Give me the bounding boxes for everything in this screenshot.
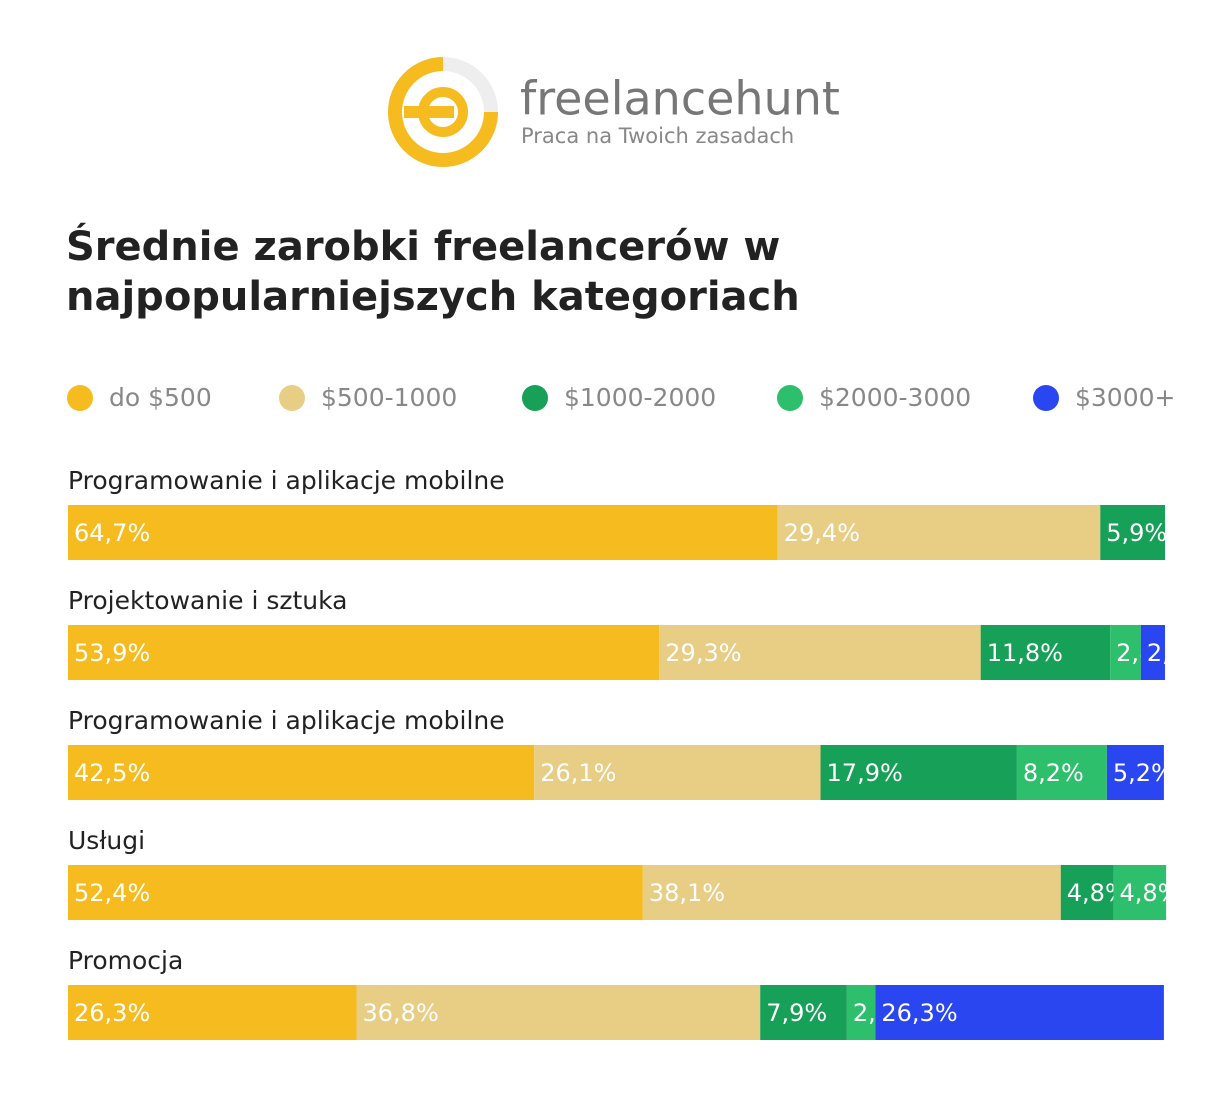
- legend-label: $3000+: [1075, 383, 1175, 412]
- bar-segment: [1113, 865, 1167, 920]
- value-label: 36,8%: [363, 999, 439, 1027]
- legend-label: $1000-2000: [564, 383, 716, 412]
- bar-segment: [1106, 745, 1164, 800]
- bar-segment: [875, 985, 1164, 1040]
- bar-segment: [68, 745, 535, 800]
- value-label: 8,2%: [1023, 759, 1084, 787]
- value-label: 26,3%: [881, 999, 957, 1027]
- bar-segment: [68, 865, 643, 920]
- legend-label: $500-1000: [321, 383, 457, 412]
- legend-label: $2000-3000: [819, 383, 971, 412]
- legend-swatch: [279, 385, 305, 411]
- legend-swatch: [777, 385, 803, 411]
- bar-segment: [1060, 865, 1114, 920]
- bar-segment: [68, 505, 778, 560]
- value-label: 64,7%: [74, 519, 150, 547]
- bar-segment: [777, 505, 1101, 560]
- logo-name: freelancehunt: [520, 72, 840, 126]
- bar-segment: [68, 985, 357, 1040]
- logo-tagline: Praca na Twoich zasadach: [521, 124, 794, 148]
- value-label: 2,2%: [1147, 639, 1208, 667]
- bar-segment: [642, 865, 1061, 920]
- bar-segment: [760, 985, 847, 1040]
- bar-segment: [846, 985, 876, 1040]
- legend-swatch: [1033, 385, 1059, 411]
- value-label: 5,2%: [1113, 759, 1174, 787]
- value-label: 42,5%: [74, 759, 150, 787]
- bar-segment: [356, 985, 761, 1040]
- category-label: Promocja: [68, 946, 183, 975]
- value-label: 5,9%: [1106, 519, 1167, 547]
- value-label: 17,9%: [827, 759, 903, 787]
- category-label: Programowanie i aplikacje mobilne: [68, 466, 505, 495]
- bar-segment: [659, 625, 981, 680]
- category-label: Projektowanie i sztuka: [68, 586, 348, 615]
- value-label: 11,8%: [987, 639, 1063, 667]
- legend-label: do $500: [109, 383, 212, 412]
- bar-segment: [1016, 745, 1107, 800]
- legend-swatch: [522, 385, 548, 411]
- value-label: 38,1%: [649, 879, 725, 907]
- category-label: Programowanie i aplikacje mobilne: [68, 706, 505, 735]
- value-label: 52,4%: [74, 879, 150, 907]
- value-label: 7,9%: [766, 999, 827, 1027]
- bar-segment: [68, 625, 660, 680]
- bar-segment: [1110, 625, 1141, 680]
- value-label: 26,1%: [540, 759, 616, 787]
- value-label: 29,4%: [784, 519, 860, 547]
- value-label: 29,3%: [665, 639, 741, 667]
- bar-segment: [980, 625, 1111, 680]
- bar-segment: [1100, 505, 1165, 560]
- value-label: 53,9%: [74, 639, 150, 667]
- category-label: Usługi: [68, 826, 145, 855]
- value-label: 4,8%: [1119, 879, 1180, 907]
- bar-segment: [820, 745, 1017, 800]
- bar-segment: [1140, 625, 1165, 680]
- logo-mark: [388, 57, 498, 167]
- bar-segment: [534, 745, 821, 800]
- value-label: 26,3%: [74, 999, 150, 1027]
- legend-swatch: [67, 385, 93, 411]
- chart-title: Średnie zarobki freelancerów w najpopula…: [66, 224, 800, 320]
